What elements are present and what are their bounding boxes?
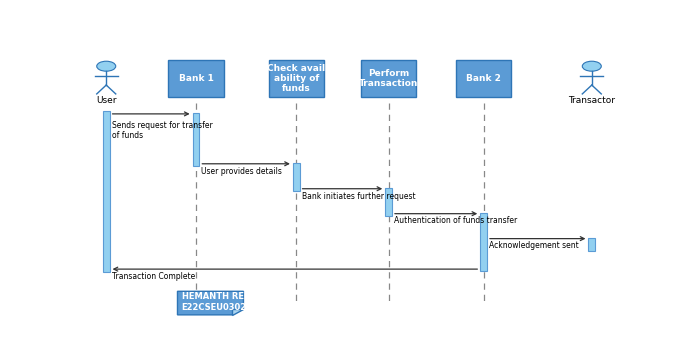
Text: Bank 1: Bank 1 (178, 74, 213, 83)
Text: Perform
Transaction: Perform Transaction (359, 69, 418, 88)
FancyBboxPatch shape (103, 111, 110, 272)
Text: Check avail
ability of
funds: Check avail ability of funds (267, 64, 326, 94)
FancyBboxPatch shape (588, 238, 595, 251)
Text: Transaction Complete: Transaction Complete (112, 272, 195, 281)
Text: Authentication of funds transfer: Authentication of funds transfer (394, 216, 517, 225)
Text: Bank 2: Bank 2 (466, 74, 501, 83)
FancyBboxPatch shape (293, 163, 300, 191)
FancyBboxPatch shape (456, 60, 511, 97)
Polygon shape (232, 309, 243, 315)
Text: Transactor: Transactor (568, 96, 616, 105)
FancyBboxPatch shape (385, 188, 392, 216)
FancyBboxPatch shape (168, 60, 223, 97)
Text: HEMANTH REDDY-
E22CSEU0302: HEMANTH REDDY- E22CSEU0302 (182, 292, 266, 312)
FancyBboxPatch shape (361, 60, 416, 97)
FancyBboxPatch shape (268, 60, 324, 97)
Polygon shape (178, 291, 243, 315)
FancyBboxPatch shape (193, 113, 200, 166)
Text: Sends request for transfer
of funds: Sends request for transfer of funds (112, 121, 212, 140)
Text: User provides details: User provides details (202, 167, 282, 176)
Circle shape (97, 61, 116, 71)
Circle shape (582, 61, 601, 71)
FancyBboxPatch shape (480, 213, 487, 271)
Text: Bank initiates further request: Bank initiates further request (302, 192, 415, 201)
Text: User: User (96, 96, 116, 105)
Text: Acknowledgement sent: Acknowledgement sent (489, 242, 579, 251)
